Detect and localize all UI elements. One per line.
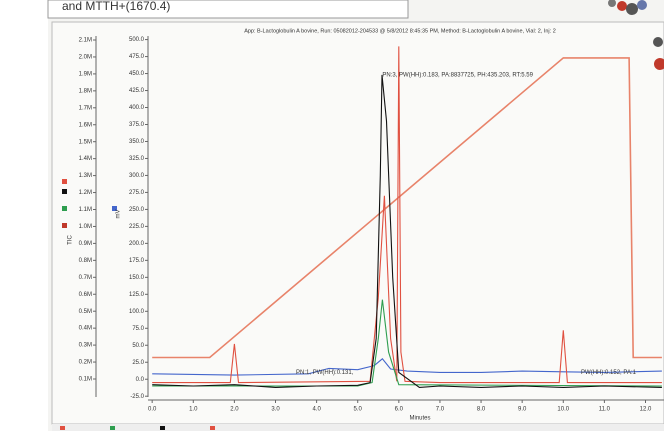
y2-tick-label: 0.9M [79,241,92,247]
y2-tick-label: 0.7M [79,275,92,281]
series-line [152,46,662,384]
x-tick-label: 4.0 [312,407,321,413]
y-tick-label: 325.0 [129,156,145,162]
y-axis-title: mV [116,210,122,219]
y2-tick-label: 1.4M [79,156,92,162]
y-tick-label: 100.0 [129,309,145,315]
x-tick-label: 0.0 [148,407,157,413]
y-tick-label: 50.0 [132,343,144,349]
y-tick-label: 225.0 [129,224,145,230]
series-line [152,299,662,387]
y-tick-label: 450.0 [129,71,145,77]
y2-tick-label: 1.8M [79,88,92,94]
y2-tick-label: 1.1M [79,207,92,213]
chart-title: App: B-Lactoglobulin A bovine, Run: 0508… [244,28,556,34]
y-tick-label: 150.0 [129,275,145,281]
y2-tick-label: 1.7M [79,105,92,111]
y2-tick-label: 0.1M [79,377,92,383]
y2-tick-label: 1.3M [79,173,92,179]
series-line [152,358,662,376]
y2-tick-label: 1.0M [79,224,92,230]
annotation: PN:3, PW(HH):0.183, PA:8837725, PH:435.2… [382,72,533,78]
x-tick-label: 5.0 [354,407,363,413]
y2-tick-label: 1.2M [79,190,92,196]
y2-tick-label: 0.6M [79,292,92,298]
series-line [152,74,662,388]
annotation: PW(HH):0.152, PA:1 [581,370,637,376]
x-axis-title: Minutes [409,416,430,422]
x-tick-label: 11.0 [599,407,611,413]
x-tick-label: 3.0 [271,407,280,413]
y2-tick-label: 0.8M [79,258,92,264]
x-tick-label: 2.0 [230,407,239,413]
y-tick-label: 300.0 [129,173,145,179]
caption-box [47,0,409,19]
y-tick-label: 425.0 [129,88,145,94]
y2-tick-label: 2.0M [79,55,92,61]
plot-area [152,46,662,388]
y2-tick-label: 0.4M [79,326,92,332]
y-tick-label: 75.0 [132,326,144,332]
x-tick-label: 1.0 [189,407,198,413]
y-tick-label: 350.0 [129,139,145,145]
y-tick-label: 0.0 [136,377,145,383]
y2-tick-label: 1.9M [79,71,92,77]
y2-tick-label: 0.3M [79,343,92,349]
y2-tick-label: 0.5M [79,309,92,315]
y2-tick-label: 1.5M [79,139,92,145]
y-tick-label: 200.0 [129,241,145,247]
y-tick-label: -25.0 [130,394,144,400]
y-tick-label: 125.0 [129,292,145,298]
series-icons [62,179,117,228]
y-tick-label: 500.0 [129,37,145,43]
y2-tick-label: 1.6M [79,122,92,128]
y2-axis-title: TIC [68,235,74,245]
y2-tick-label: 0.2M [79,360,92,366]
x-tick-label: 9.0 [518,407,527,413]
y-tick-label: 250.0 [129,207,145,213]
x-tick-label: 7.0 [436,407,445,413]
y-tick-label: 175.0 [129,258,145,264]
bottom-legend-strip [52,424,664,431]
molecule-image [608,0,664,70]
y-tick-label: 275.0 [129,190,145,196]
caption: and MTTH+(1670.4) [62,0,170,13]
x-tick-label: 12.0 [640,407,652,413]
series-line [152,57,662,359]
annotation: PN:1, PW(HH):0.131, [296,370,354,376]
x-tick-label: 8.0 [477,407,486,413]
y-tick-label: 400.0 [129,105,145,111]
y-tick-label: 475.0 [129,54,145,60]
y-tick-label: 25.0 [132,360,144,366]
y-tick-label: 375.0 [129,122,145,128]
x-tick-label: 10.0 [557,407,569,413]
y2-tick-label: 2.1M [79,38,92,44]
x-tick-label: 6.0 [395,407,404,413]
